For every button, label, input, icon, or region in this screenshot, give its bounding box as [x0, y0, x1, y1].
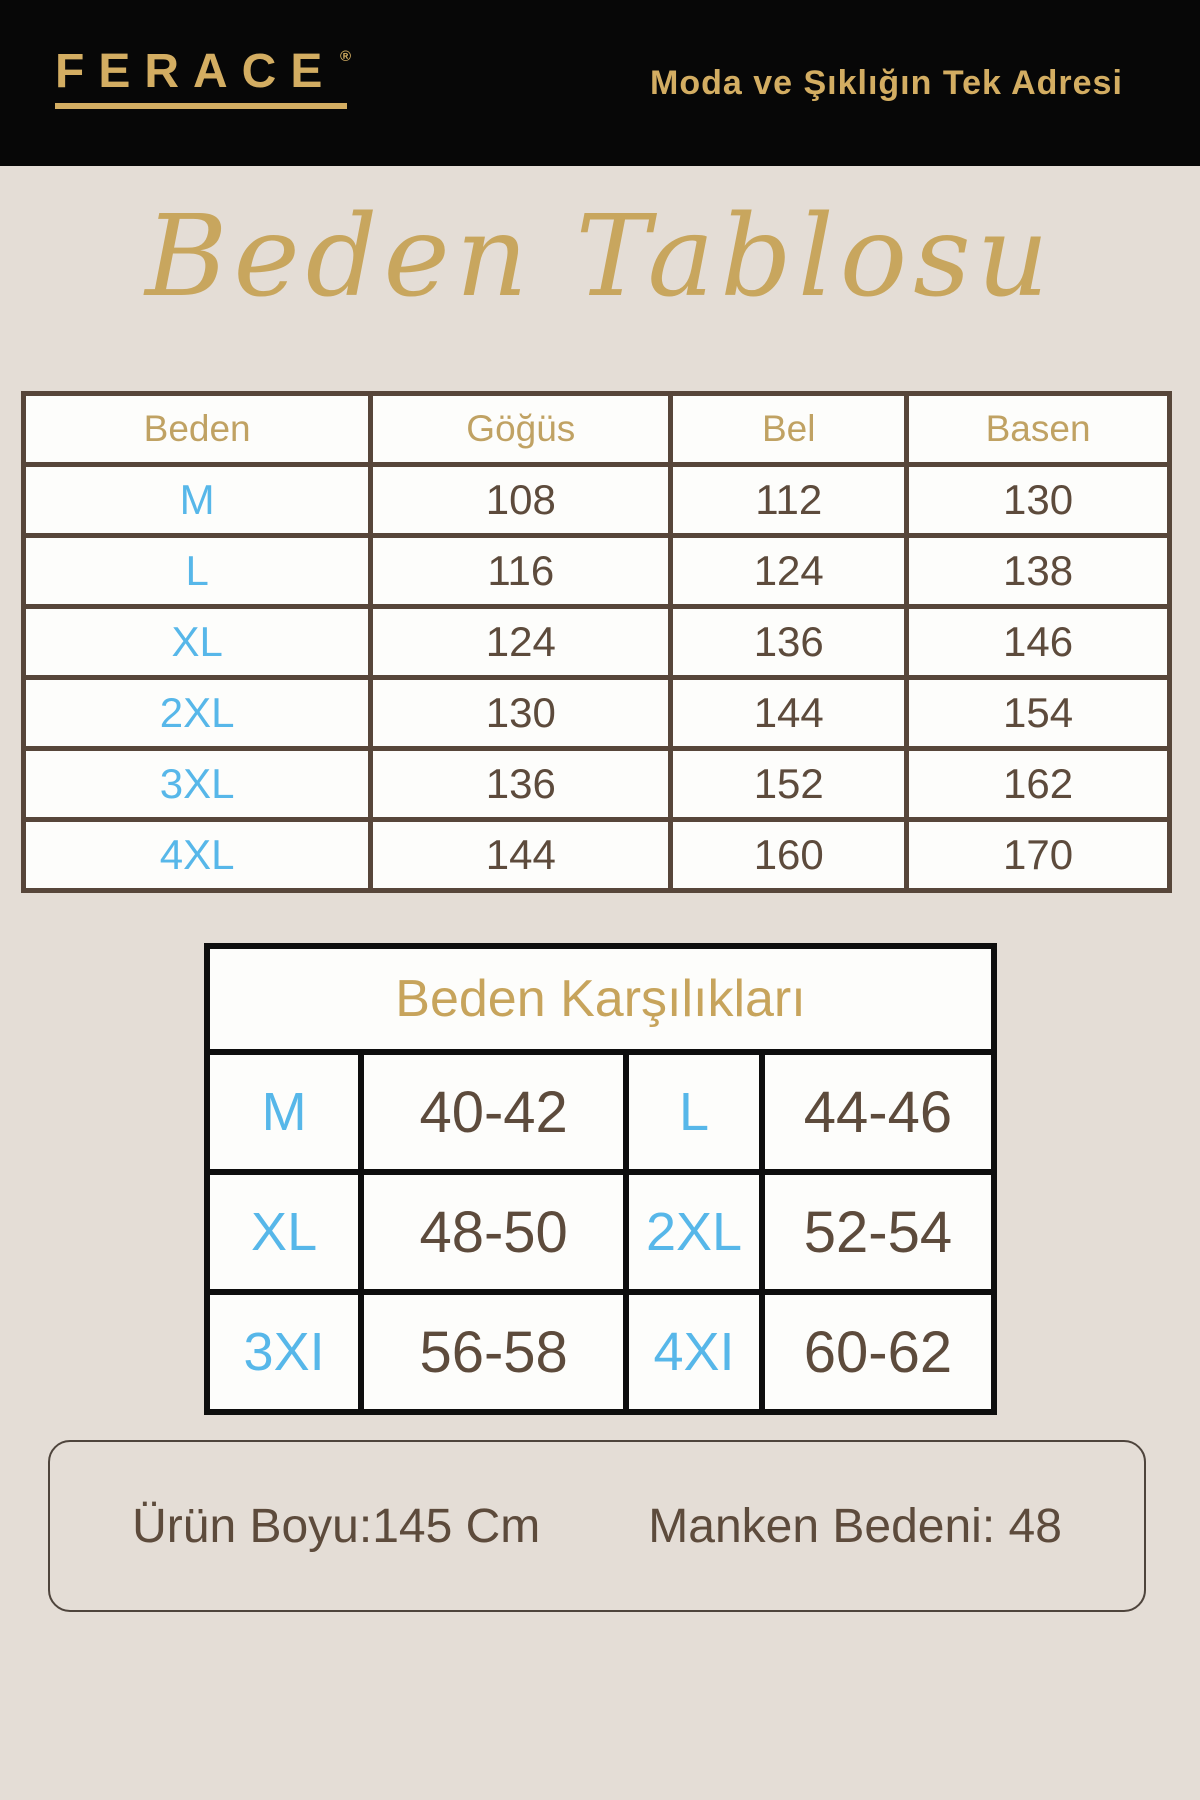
size-measurements-table: Beden Göğüs Bel Basen M 108 112 130 L 11… — [21, 391, 1172, 893]
registered-trademark-icon: ® — [340, 48, 352, 65]
brand-tagline: Moda ve Şıklığın Tek Adresi — [650, 64, 1123, 102]
size-label: 4XL — [26, 822, 369, 888]
size-label: XL — [210, 1175, 359, 1289]
size-equivalence-table: Beden Karşılıkları M 40-42 L 44-46 XL 48… — [204, 943, 997, 1415]
brand-logo-underline — [55, 103, 347, 109]
table-cell: 136 — [373, 751, 669, 817]
brand-logo: FERACE — [55, 45, 337, 98]
table-cell: 52-54 — [764, 1175, 991, 1289]
column-header-gogus: Göğüs — [373, 396, 669, 462]
size-label: 3XI — [210, 1295, 359, 1409]
size-label: L — [629, 1055, 759, 1169]
size-label: 2XL — [26, 680, 369, 746]
table-cell: 170 — [909, 822, 1167, 888]
brand-header-bar: FERACE ® Moda ve Şıklığın Tek Adresi — [0, 0, 1200, 166]
size-label: M — [210, 1055, 359, 1169]
product-info-box: Ürün Boyu:145 Cm Manken Bedeni: 48 — [48, 1440, 1146, 1612]
table-cell: 160 — [673, 822, 905, 888]
table-cell: 124 — [673, 538, 905, 604]
table-cell: 124 — [373, 609, 669, 675]
table-cell: 154 — [909, 680, 1167, 746]
size-label: 3XL — [26, 751, 369, 817]
column-header-beden: Beden — [26, 396, 369, 462]
model-size-text: Manken Bedeni: 48 — [648, 1499, 1062, 1553]
table-cell: 162 — [909, 751, 1167, 817]
table-cell: 44-46 — [764, 1055, 991, 1169]
page-title: Beden Tablosu — [145, 192, 1055, 322]
table-cell: 40-42 — [364, 1055, 624, 1169]
table-cell: 60-62 — [764, 1295, 991, 1409]
table-cell: 108 — [373, 467, 669, 533]
table-cell: 56-58 — [364, 1295, 624, 1409]
table-cell: 138 — [909, 538, 1167, 604]
size-label: M — [26, 467, 369, 533]
table-cell: 144 — [673, 680, 905, 746]
table-cell: 48-50 — [364, 1175, 624, 1289]
table-cell: 146 — [909, 609, 1167, 675]
equivalence-table-title: Beden Karşılıkları — [210, 949, 991, 1049]
column-header-bel: Bel — [673, 396, 905, 462]
table-cell: 112 — [673, 467, 905, 533]
table-cell: 152 — [673, 751, 905, 817]
table-cell: 116 — [373, 538, 669, 604]
size-label: XL — [26, 609, 369, 675]
table-cell: 130 — [909, 467, 1167, 533]
table-cell: 130 — [373, 680, 669, 746]
size-label: L — [26, 538, 369, 604]
product-length-text: Ürün Boyu:145 Cm — [132, 1499, 541, 1553]
table-cell: 144 — [373, 822, 669, 888]
table-cell: 136 — [673, 609, 905, 675]
size-label: 4XI — [629, 1295, 759, 1409]
column-header-basen: Basen — [909, 396, 1167, 462]
size-label: 2XL — [629, 1175, 759, 1289]
